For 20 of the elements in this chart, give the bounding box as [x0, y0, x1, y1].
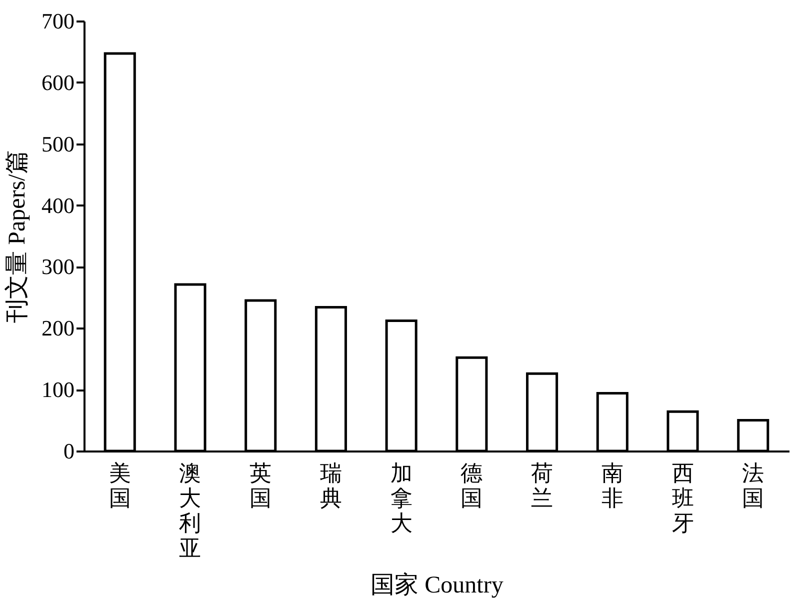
y-tick-label: 100 [42, 377, 74, 402]
x-tick-label: 法国 [742, 460, 764, 510]
y-tick-label: 0 [64, 438, 74, 464]
x-tick-label: 澳大利亚 [179, 460, 202, 560]
y-tick-label: 200 [42, 316, 74, 341]
y-tick-label: 500 [42, 131, 74, 156]
x-tick-label: 美国 [108, 460, 131, 510]
y-axis-title: 刊文量 Papers/篇 [4, 150, 30, 323]
x-tick-label: 加拿大 [390, 460, 412, 536]
x-tick-label: 荷兰 [531, 460, 554, 510]
x-tick-label: 南非 [601, 460, 624, 510]
y-tick-label: 600 [42, 70, 74, 95]
x-tick-label: 德国 [460, 460, 483, 510]
y-tick-label: 300 [42, 254, 74, 280]
x-tick-label: 瑞典 [320, 460, 342, 510]
x-tick-label: 英国 [250, 460, 272, 510]
x-axis-title: 国家 Country [370, 572, 504, 598]
y-tick-label: 700 [42, 8, 74, 34]
x-tick-label: 西班牙 [672, 460, 694, 536]
y-tick-label: 400 [42, 192, 74, 218]
